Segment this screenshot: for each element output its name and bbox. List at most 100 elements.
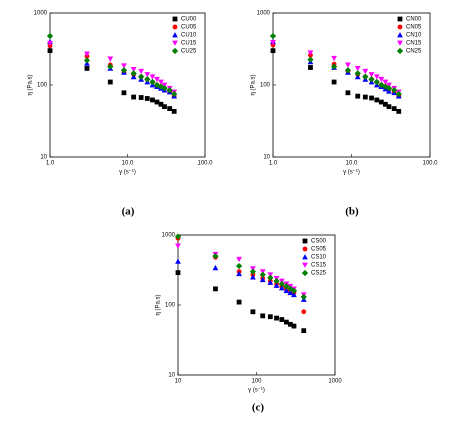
marker — [83, 57, 91, 64]
marker — [235, 262, 243, 270]
marker — [236, 256, 242, 263]
marker — [397, 40, 403, 46]
marker — [354, 73, 361, 80]
marker — [138, 68, 145, 75]
marker — [308, 65, 313, 70]
marker — [345, 62, 351, 68]
marker — [121, 63, 127, 69]
y-tick-label: 100 — [260, 83, 271, 89]
marker — [302, 254, 308, 260]
x-axis-label: γ (s⁻¹) — [343, 170, 360, 176]
marker — [166, 86, 173, 94]
marker — [47, 40, 53, 47]
marker — [287, 289, 294, 296]
marker — [130, 70, 137, 77]
marker — [368, 72, 375, 78]
marker — [158, 101, 164, 107]
x-axis-label: γ (s⁻¹) — [248, 388, 265, 394]
marker — [382, 83, 389, 90]
marker — [290, 287, 298, 294]
marker — [175, 243, 181, 249]
marker — [378, 76, 385, 83]
marker — [131, 94, 137, 100]
marker — [270, 40, 276, 46]
x-tick-label: 100.0 — [422, 161, 438, 167]
marker — [301, 309, 307, 315]
marker — [374, 97, 380, 103]
caption: (b) — [345, 206, 359, 218]
marker — [171, 108, 177, 114]
marker — [291, 291, 297, 298]
marker — [149, 74, 156, 80]
marker — [138, 73, 145, 80]
marker — [307, 56, 314, 63]
marker — [259, 271, 266, 278]
marker — [362, 73, 369, 80]
marker — [107, 79, 113, 85]
marker — [302, 238, 308, 244]
marker — [250, 309, 256, 315]
marker — [397, 16, 403, 22]
marker — [46, 32, 54, 40]
marker — [250, 274, 256, 280]
marker — [397, 24, 403, 30]
marker — [267, 274, 274, 281]
marker — [161, 85, 168, 92]
x-axis-label: γ (s⁻¹) — [119, 170, 136, 176]
marker — [330, 63, 338, 70]
marker — [301, 328, 307, 334]
marker — [107, 63, 114, 70]
marker — [138, 95, 144, 100]
marker — [149, 78, 156, 86]
marker — [382, 79, 389, 85]
marker — [373, 78, 380, 86]
x-tick-label: 1.0 — [269, 161, 278, 167]
marker — [213, 286, 218, 292]
marker — [172, 16, 178, 22]
marker — [273, 282, 280, 288]
marker — [273, 277, 280, 285]
marker — [396, 47, 404, 55]
marker — [236, 270, 242, 277]
marker — [144, 76, 151, 83]
legend-label: CS05 — [311, 247, 327, 253]
marker — [395, 90, 402, 98]
legend-label: CS25 — [311, 271, 327, 277]
marker — [267, 314, 273, 320]
marker — [121, 90, 127, 96]
marker — [174, 233, 182, 240]
legend-label: CU25 — [181, 49, 197, 55]
x-tick-label: 1.0 — [46, 161, 55, 167]
marker — [283, 283, 290, 290]
marker — [344, 67, 352, 74]
y-tick-label: 1000 — [162, 233, 176, 239]
marker — [331, 79, 337, 85]
marker — [157, 83, 165, 90]
marker — [302, 246, 308, 252]
marker — [154, 76, 160, 83]
marker — [269, 32, 277, 40]
marker — [287, 285, 294, 292]
marker — [47, 48, 53, 54]
x-tick-label: 10 — [175, 379, 182, 385]
marker — [274, 315, 279, 321]
marker — [396, 108, 402, 114]
marker — [368, 76, 375, 83]
marker — [175, 270, 181, 276]
marker — [369, 95, 374, 101]
y-tick-label: 10 — [168, 373, 175, 379]
marker — [172, 24, 178, 30]
legend-label: CN25 — [406, 49, 422, 55]
marker — [362, 94, 368, 100]
marker — [283, 287, 290, 294]
marker — [84, 66, 90, 71]
legend-label: CU05 — [181, 25, 197, 31]
marker — [84, 51, 90, 57]
marker — [167, 106, 173, 112]
marker — [267, 279, 274, 285]
marker — [150, 97, 155, 103]
marker — [354, 70, 361, 77]
x-tick-label: 100 — [251, 379, 262, 385]
marker — [300, 293, 307, 301]
